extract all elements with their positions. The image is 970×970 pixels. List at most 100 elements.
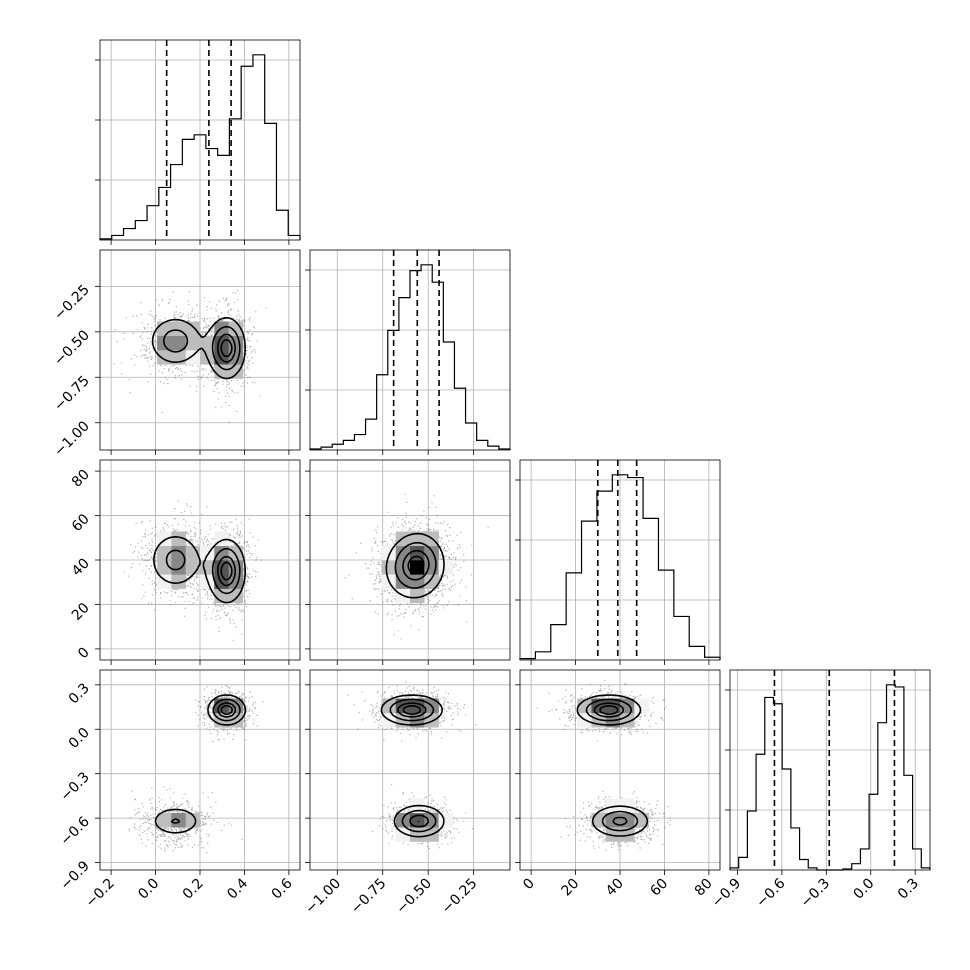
contour-level-3 xyxy=(599,705,619,715)
contour-level-0 xyxy=(385,532,445,599)
histogram-2 xyxy=(519,474,721,660)
density-cell xyxy=(424,545,439,561)
x-tick-label: 0.6 xyxy=(269,875,296,902)
density-cell xyxy=(438,560,454,575)
density-cell xyxy=(171,574,187,589)
panel-0-0 xyxy=(95,39,301,245)
contour-level-3 xyxy=(407,555,425,575)
density-cell xyxy=(605,798,621,814)
density-cell xyxy=(410,588,425,604)
y-tick-label: −0.9 xyxy=(57,858,92,893)
density-cell xyxy=(171,560,187,575)
density-cell xyxy=(157,350,172,365)
density-cell xyxy=(171,335,187,351)
contour-level-2 xyxy=(217,702,236,718)
density-cell xyxy=(438,812,454,828)
density-cell xyxy=(185,321,201,337)
contour-level-1 xyxy=(585,698,639,832)
y-tick-label: −0.3 xyxy=(57,769,92,804)
x-tick-label: 20 xyxy=(558,876,582,900)
x-tick-label: −0.3 xyxy=(798,876,833,911)
panel-3-2: 0 20 40 60 80 xyxy=(515,669,721,900)
panel-frame xyxy=(309,249,511,451)
density-cell xyxy=(634,698,649,714)
x-tick-label: 40 xyxy=(603,876,627,900)
x-tick-label: 60 xyxy=(647,876,671,900)
panel-frame xyxy=(309,669,511,871)
contour-level-0 xyxy=(380,694,445,838)
contour-level-0 xyxy=(154,694,247,834)
y-tick-label: 0.0 xyxy=(66,725,93,752)
density-cell xyxy=(157,321,172,337)
density-cell xyxy=(410,827,425,842)
contour-level-2 xyxy=(397,702,430,828)
y-tick-label: 0 xyxy=(75,644,93,662)
contour-level-2 xyxy=(216,333,236,363)
density-cell xyxy=(577,698,592,714)
histogram-0 xyxy=(99,54,301,240)
x-tick-label: 0.4 xyxy=(224,875,251,902)
contour-level-3 xyxy=(220,339,233,358)
x-tick-label: 0 xyxy=(520,876,538,894)
density-cell xyxy=(157,812,172,828)
x-tick-label: −0.6 xyxy=(753,875,788,910)
x-tick-label: −1.00 xyxy=(302,876,344,918)
panel-frame xyxy=(729,669,931,871)
x-tick-label: 0.0 xyxy=(851,876,878,903)
density-cell xyxy=(395,574,411,589)
x-tick-label: −0.50 xyxy=(393,876,435,918)
density-cell xyxy=(410,698,425,714)
y-tick-label: −0.6 xyxy=(57,814,92,849)
x-tick-label: −0.25 xyxy=(439,876,481,918)
y-tick-label: −0.50 xyxy=(51,327,93,369)
panel-2-1 xyxy=(305,459,511,665)
y-tick-label: 60 xyxy=(69,511,93,535)
x-tick-label: 0.3 xyxy=(895,876,922,903)
contour-level-1 xyxy=(170,698,241,824)
panel-2-2 xyxy=(515,459,721,665)
density-cell xyxy=(171,545,187,561)
density-cell xyxy=(424,574,439,589)
panel-3-0: −0.2 0.0 0.2 0.4 0.6 0.3 0.0 −0.3 −0.6 −0.9 xyxy=(57,669,301,911)
contour-level-1 xyxy=(389,698,437,833)
x-tick-label: −0.2 xyxy=(83,876,118,911)
contour-level-1 xyxy=(163,325,241,371)
x-tick-label: −0.9 xyxy=(709,876,744,911)
density-cell xyxy=(157,545,172,561)
panel-2-0: 80 60 40 20 0 xyxy=(69,459,301,665)
contour-level-3 xyxy=(220,705,233,715)
panel-3-1: −1.00 −0.75 −0.50 −0.25 xyxy=(302,669,511,918)
density-cell xyxy=(200,335,215,351)
panel-3-3: −0.9 −0.6 −0.3 0.0 0.3 xyxy=(709,669,931,911)
scatter-points xyxy=(347,681,477,849)
contour-level-2 xyxy=(593,702,628,826)
y-tick-label: −1.00 xyxy=(51,418,93,460)
panel-1-0: −0.25−0.50−0.75−1.00 xyxy=(51,249,301,460)
x-tick-label: 0.0 xyxy=(135,876,162,903)
density-cell xyxy=(185,350,201,365)
contour-level-2 xyxy=(217,555,236,587)
y-tick-label: −0.75 xyxy=(51,373,93,415)
scatter-points xyxy=(128,685,264,854)
panel-1-1 xyxy=(305,249,511,455)
density-cell xyxy=(620,798,635,814)
x-tick-label: −0.75 xyxy=(348,876,390,918)
density-cell xyxy=(185,812,201,828)
density-cell xyxy=(185,335,201,351)
y-tick-label: 40 xyxy=(69,556,93,580)
contour-level-0 xyxy=(151,317,246,380)
x-tick-label: 0.2 xyxy=(180,876,207,903)
density-cell xyxy=(185,545,201,561)
contour-level-0 xyxy=(576,694,649,837)
y-tick-label: 0.3 xyxy=(66,680,93,707)
density-cell xyxy=(171,531,187,547)
contour-level-1 xyxy=(165,548,241,595)
contour-level-3 xyxy=(220,561,233,581)
contour-level-1 xyxy=(394,541,437,589)
y-tick-label: 80 xyxy=(69,467,93,491)
y-tick-label: 20 xyxy=(69,600,93,624)
contour-level-3 xyxy=(402,705,421,823)
density-cell xyxy=(381,560,397,575)
y-tick-label: −0.25 xyxy=(51,282,93,324)
